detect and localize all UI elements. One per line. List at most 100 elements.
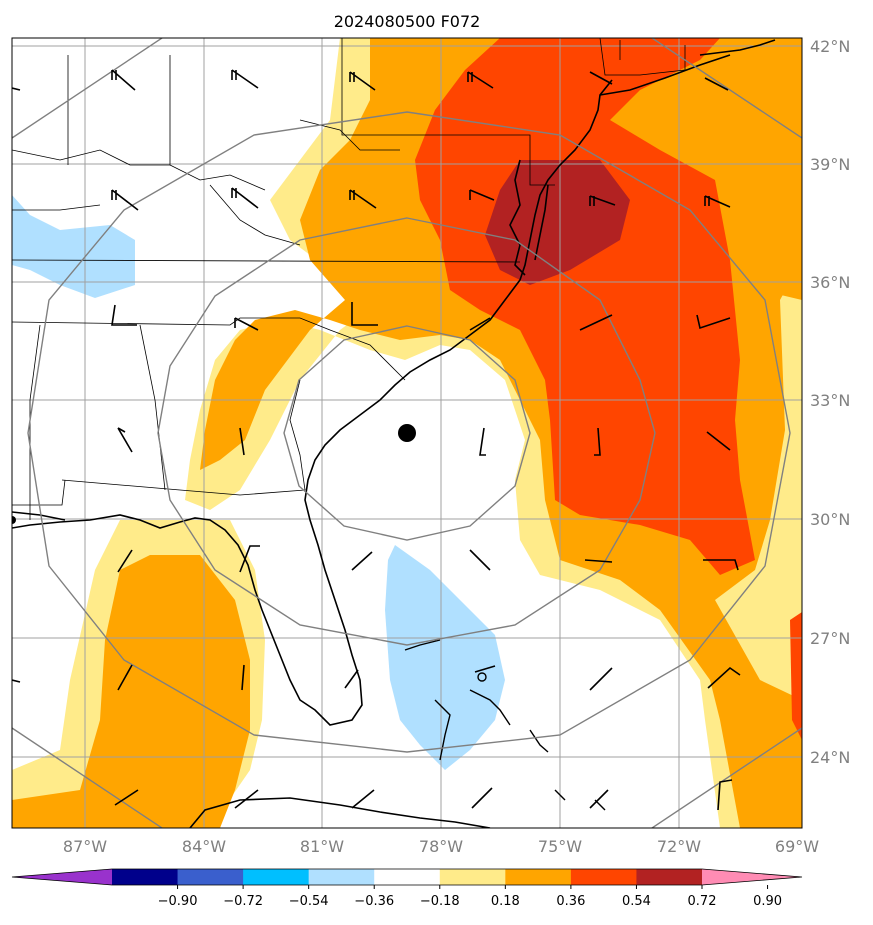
border-ga-sc-coast [289,379,306,491]
wind-barb [589,195,616,206]
wind-barb [703,559,739,571]
lat-label-24: 24°N [810,748,850,767]
wind-barb [234,317,259,331]
coast-atlantic-us [12,79,613,726]
wind-barb [111,189,139,211]
colorbar-tick-label: −0.54 [289,894,329,909]
storm-center-dot [398,424,416,442]
island-grand-bahama [404,639,441,651]
colorbar-segment [112,869,179,885]
wind-barb [594,427,601,456]
wind-barb [351,551,373,571]
colorbar-tick-label: 0.54 [622,894,651,909]
colorbar-segment [374,869,441,885]
contour-redorange-edge [790,612,802,740]
wind-barb [234,789,259,809]
island-abaco [469,689,511,726]
colorbar-tick-label: −0.36 [354,894,394,909]
wind-barb [469,549,491,571]
wind-barb [117,427,133,453]
wind-barbs [12,69,741,811]
wind-barb [696,314,731,330]
border-nc-sc [12,317,406,381]
island-exuma [554,789,566,801]
gridlines [12,38,802,828]
wind-barb [469,317,491,331]
lat-label-36: 36°N [810,273,850,292]
border-al-fl-west [12,479,66,506]
wind-barb [117,549,133,573]
colorbar-tick-label: 0.72 [688,894,717,909]
wind-barb [239,545,260,573]
contour-redorange-east [415,38,755,575]
wind-barb [706,431,731,451]
wind-barb [231,69,259,89]
island-small [477,672,487,682]
wind-barb [111,69,136,91]
lat-label-30: 30°N [810,510,850,529]
colorbar-tick-label: 0.36 [556,894,585,909]
contour-orange-southwest [12,555,250,828]
wind-barb [349,71,376,91]
wind-barb [117,664,133,691]
contour-blue-west [12,195,135,298]
lon-labels: 87°W 84°W 81°W 78°W 75°W 72°W 69°W [63,837,819,856]
wind-barb [12,679,21,683]
wind-barb [717,779,733,811]
border-pa [341,38,555,186]
colorbar-extend-high [702,869,802,885]
lon-label-72: 72°W [657,837,701,856]
figure-title: 2024080500 F072 [334,12,481,31]
coast-delmarva [534,184,549,261]
wind-barb [349,189,377,209]
wind-barb [469,189,495,201]
colorbar-tick-label: −0.72 [223,894,263,909]
wind-barb [707,666,741,689]
wind-barb [344,669,359,689]
colorbar-extend-low [12,869,112,885]
colorbar-tick-label: 0.90 [753,894,782,909]
colorbar-segment [243,869,310,885]
lat-label-42: 42°N [810,37,850,56]
wind-barb [479,427,486,456]
wind-barb [239,427,245,456]
colorbar-segment [636,869,703,885]
border-ms-al [29,324,41,520]
colorbar-tick-label: −0.18 [420,894,460,909]
contour-fills [12,38,802,828]
colorbar-segment [439,869,506,885]
island-eleuthera [529,729,549,753]
wind-barb [114,789,139,806]
lon-label-75: 75°W [538,837,582,856]
map-area [12,38,802,828]
wind-barb [241,664,245,691]
wind-barb [12,87,21,91]
coast-cuba [189,797,491,828]
wind-barb [471,787,493,809]
range-ring-inner [283,325,531,541]
wind-barb [351,789,375,809]
colorbar-outline [11,868,803,886]
border-ky-north [12,149,170,166]
lon-label-78: 78°W [419,837,463,856]
range-ring-outer [27,111,791,753]
lat-label-39: 39°N [810,155,850,174]
lon-label-81: 81°W [300,837,344,856]
wind-barb [231,187,259,209]
contour-blue-bahamas [385,545,505,770]
border-ga-fl [61,479,306,496]
lat-label-33: 33°N [810,391,850,410]
coast-new-england [699,39,776,56]
colorbar-segment [505,869,572,885]
colorbar-tick-label: −0.90 [158,894,198,909]
wind-barb [584,559,613,563]
wind-barb [579,314,613,331]
wind-barb [704,195,731,208]
wind-barb [589,789,609,809]
contour-darkred-chesapeake [485,160,630,285]
border-oh-wv [169,55,266,191]
border-ny-ct [599,38,686,76]
wind-barb [704,77,729,91]
wind-barb [351,302,378,326]
